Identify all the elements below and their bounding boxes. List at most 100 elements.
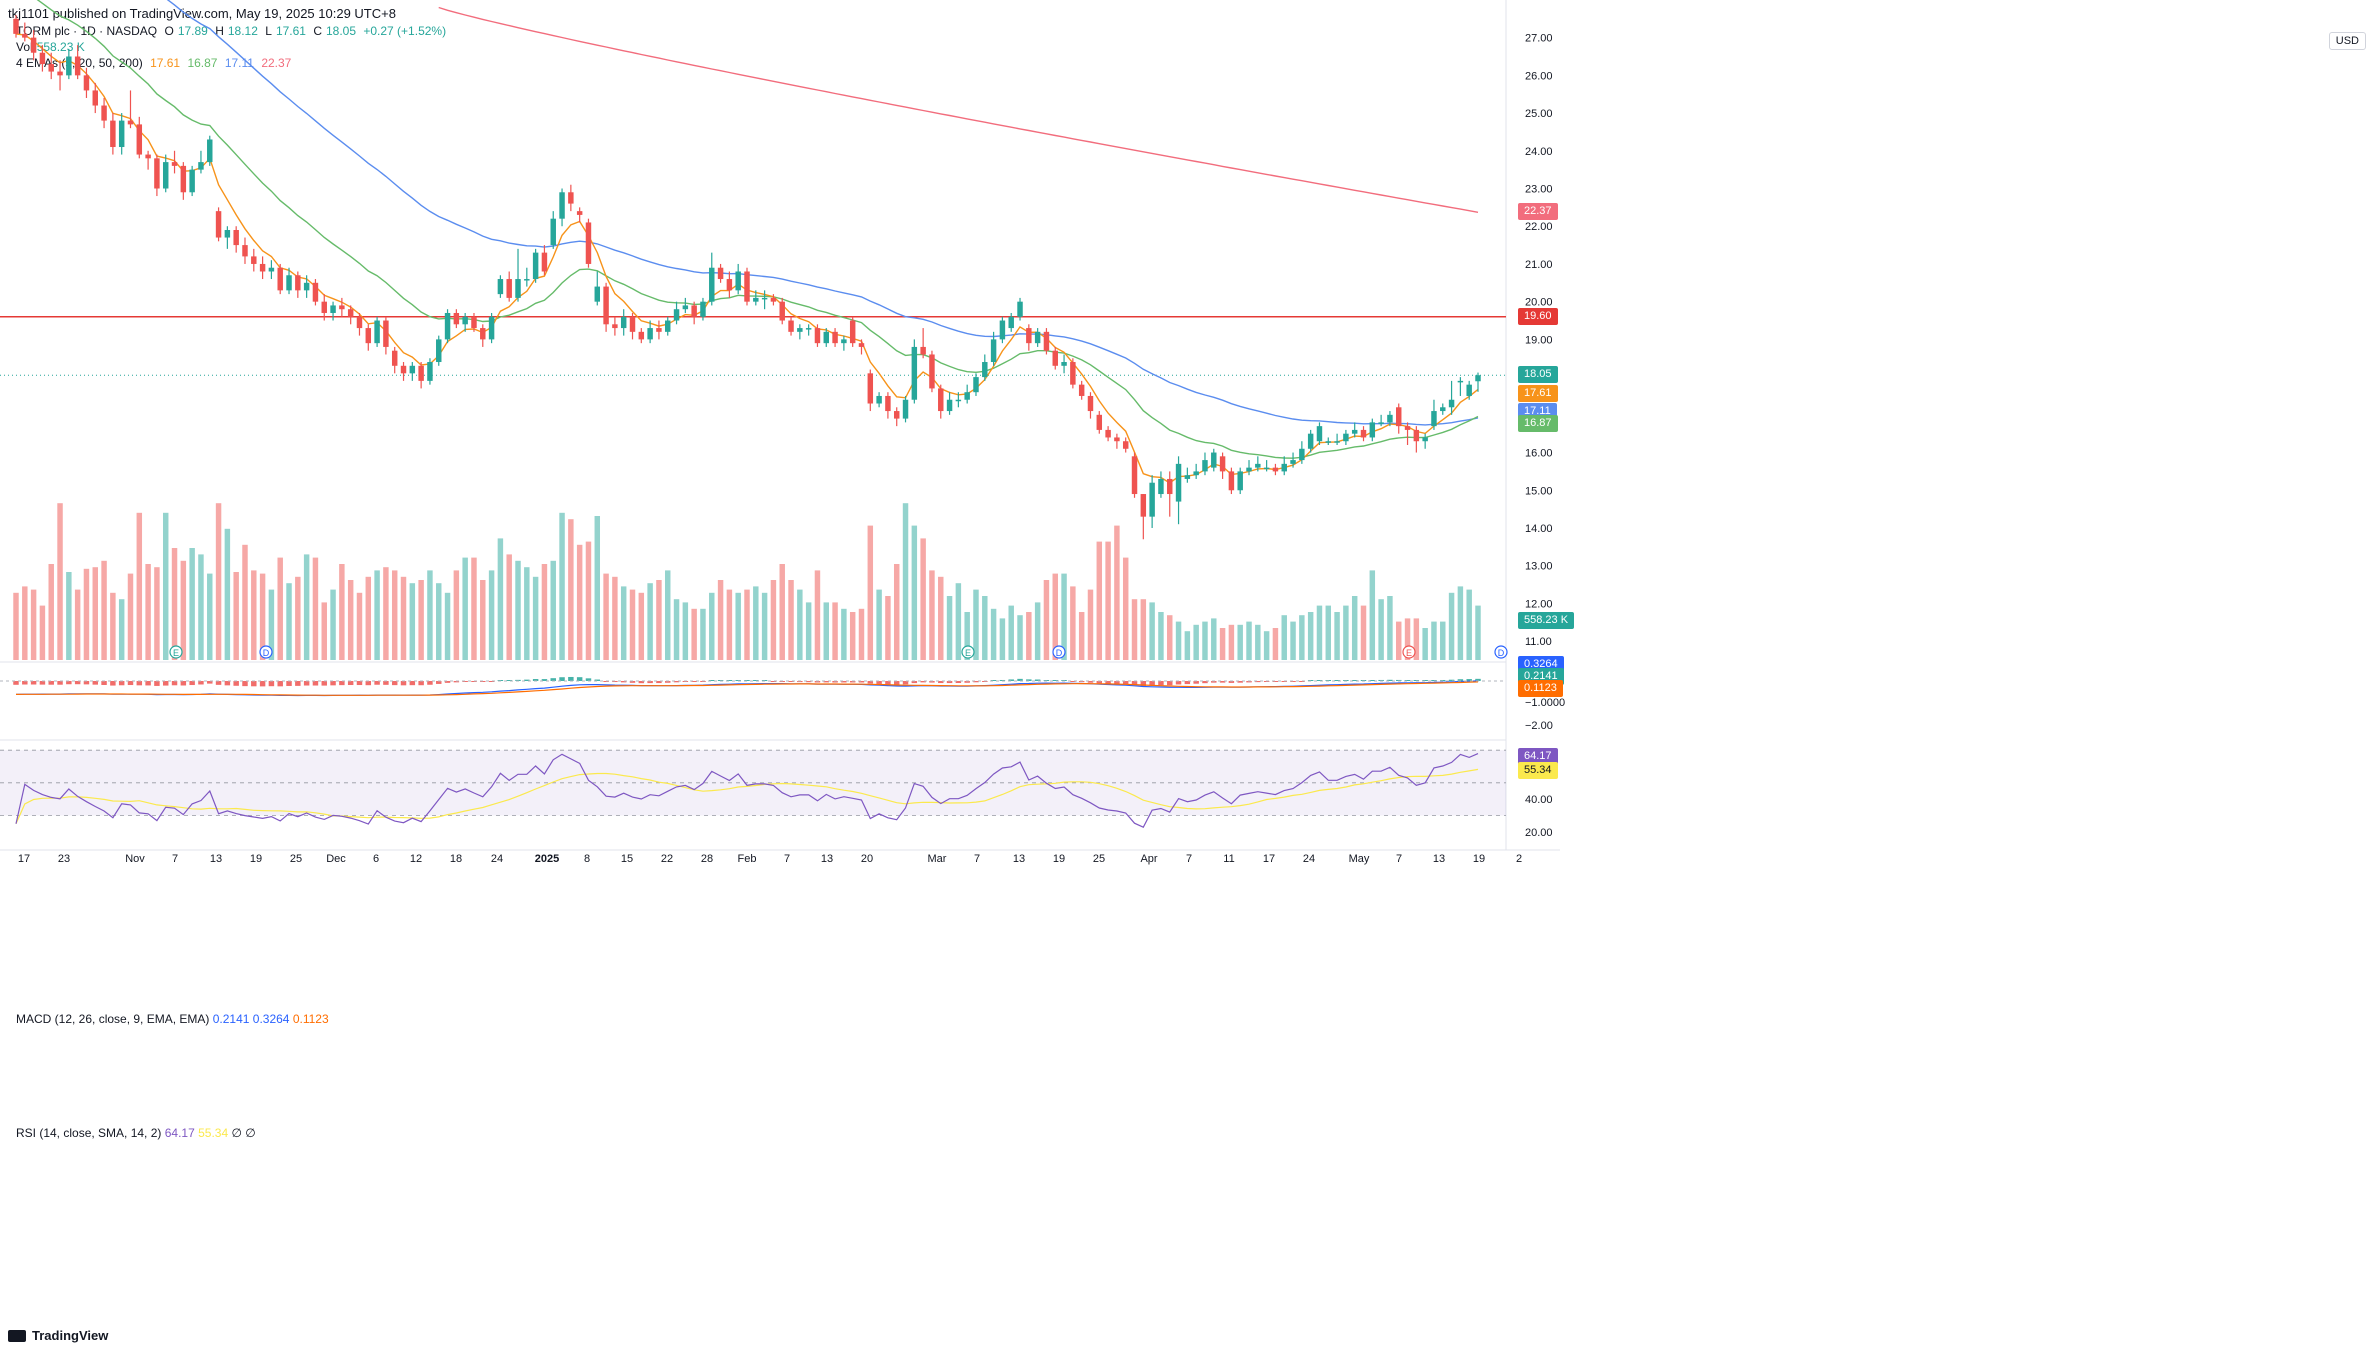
candle <box>858 339 865 355</box>
time-tick: 13 <box>1433 853 1445 865</box>
candle-body <box>303 282 310 291</box>
candle <box>286 267 292 295</box>
candle <box>1061 354 1067 374</box>
volume-bar <box>726 589 733 660</box>
time-tick: 13 <box>210 853 222 865</box>
macd-histogram-bar <box>1387 679 1393 681</box>
volume-bar <box>603 573 609 660</box>
candle-body <box>638 331 645 340</box>
candle <box>1114 433 1120 449</box>
badge-volume: 558.23 K <box>1518 612 1575 629</box>
macd-histogram-bar <box>849 681 856 683</box>
time-tick: 24 <box>491 853 503 865</box>
macd-histogram-bar <box>1237 681 1243 683</box>
candle-body <box>92 90 98 106</box>
volume-bar <box>585 541 592 660</box>
candle <box>1070 358 1076 389</box>
candle-body <box>57 71 63 76</box>
volume-bar <box>1422 628 1428 660</box>
macd-histogram-bar <box>1457 679 1464 681</box>
candle <box>242 237 248 264</box>
candle-body <box>1122 441 1129 449</box>
candle-body <box>1387 414 1393 423</box>
time-tick: 17 <box>1263 853 1275 865</box>
candle-body <box>1343 433 1349 442</box>
candle-body <box>1413 429 1420 442</box>
macd-histogram-bar <box>365 681 372 686</box>
candle-body <box>1369 422 1376 438</box>
candle-body <box>1140 494 1147 517</box>
macd-histogram-bar <box>1070 681 1076 682</box>
rsi-tick: 40.00 <box>1525 794 1553 806</box>
macd-histogram-bar <box>259 681 266 687</box>
candle-body <box>154 158 160 189</box>
volume-bar <box>162 512 169 660</box>
macd-histogram-bar <box>83 681 90 685</box>
macd-histogram-bar <box>145 681 151 686</box>
macd-histogram-bar <box>955 681 962 684</box>
time-tick: 7 <box>784 853 790 865</box>
candle <box>295 271 301 298</box>
macd-histogram-bar <box>277 681 283 687</box>
price-tick: 12.00 <box>1525 598 1553 610</box>
candle-body <box>673 309 680 321</box>
candle-body <box>224 230 231 238</box>
candle-body <box>647 328 653 340</box>
macd-histogram-bar <box>1158 681 1164 686</box>
volume-bar <box>594 516 601 660</box>
candle-body <box>268 267 275 272</box>
candle <box>1246 460 1252 476</box>
macd-histogram-bar <box>1422 680 1428 681</box>
candle <box>1351 422 1358 438</box>
candle-body <box>1034 331 1041 344</box>
macd-histogram-bar <box>788 681 794 682</box>
candle <box>471 312 477 332</box>
macd-histogram-bar <box>1114 681 1120 685</box>
candle <box>946 392 953 415</box>
candle-body <box>1422 437 1428 442</box>
macd-histogram-bar <box>1202 681 1208 684</box>
volume-bar <box>22 586 28 660</box>
volume-bar <box>1175 621 1182 660</box>
volume-bar <box>559 512 565 660</box>
candle <box>383 316 389 355</box>
macd-histogram-bar <box>1228 681 1235 683</box>
candle-body <box>1219 456 1226 472</box>
volume-bar <box>1440 621 1446 660</box>
candle-body <box>682 305 689 310</box>
candle <box>506 271 512 302</box>
candle <box>330 301 336 321</box>
candle-body <box>145 154 151 159</box>
volume-bar <box>550 560 556 660</box>
candle-body <box>83 75 90 91</box>
macd-histogram-bar <box>233 681 239 686</box>
volume-bar <box>920 538 926 660</box>
candle <box>911 339 918 404</box>
currency-button[interactable]: USD <box>2328 32 2366 50</box>
candle-body <box>1325 441 1332 443</box>
volume-bar <box>938 576 944 660</box>
candle <box>145 150 151 170</box>
volume-bar <box>638 592 645 660</box>
price-tick: 24.00 <box>1525 146 1553 158</box>
candle-body <box>1255 463 1261 468</box>
candle-body <box>1211 452 1217 468</box>
candle-body <box>488 316 495 340</box>
candle <box>48 52 54 80</box>
macd-histogram-bar <box>532 679 539 681</box>
candle-body <box>1061 362 1067 366</box>
time-tick: 20 <box>861 853 873 865</box>
candle-body <box>999 320 1006 340</box>
candle-body <box>321 301 327 313</box>
candle <box>1290 452 1296 468</box>
candle-body <box>550 218 556 246</box>
candle <box>1316 422 1323 445</box>
time-tick: 8 <box>584 853 590 865</box>
candle <box>1360 426 1367 442</box>
candle <box>550 211 556 249</box>
candle <box>488 312 495 344</box>
macd-histogram-bar <box>312 681 319 686</box>
macd-histogram-bar <box>383 681 389 685</box>
volume-bar <box>779 564 785 660</box>
